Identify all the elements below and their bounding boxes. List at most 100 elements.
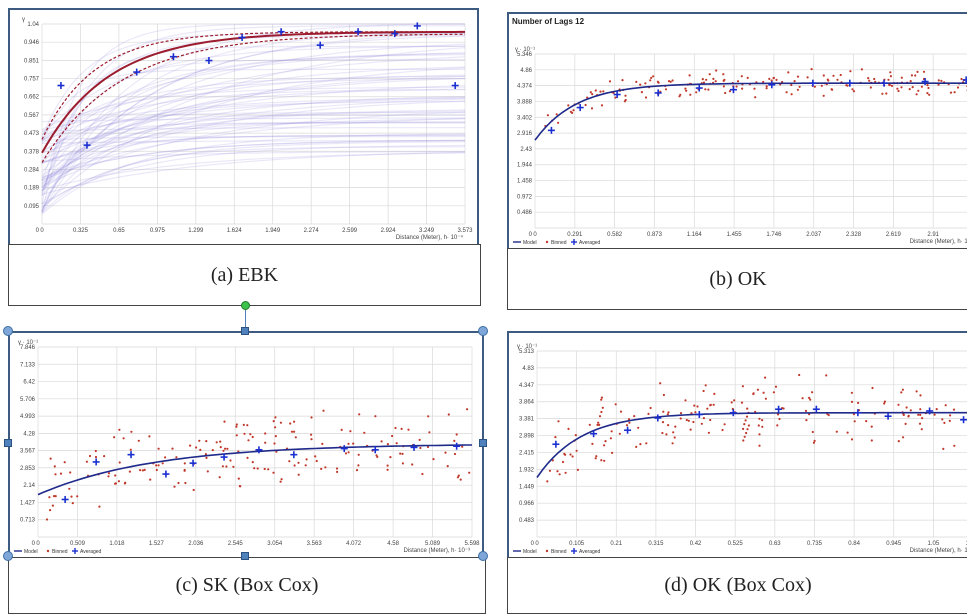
binned-point [960, 77, 963, 81]
binned-point [374, 415, 377, 418]
ebk-sim-curve [41, 112, 465, 174]
resize-handle-top-left[interactable] [3, 326, 13, 336]
y-tick-label: 0.189 [24, 186, 40, 192]
binned-point [705, 78, 708, 81]
binned-point [662, 393, 665, 397]
rotate-handle[interactable] [241, 301, 250, 310]
binned-point [386, 468, 389, 471]
averaged-point [205, 57, 213, 65]
binned-point [689, 428, 692, 431]
resize-handle-top[interactable] [241, 327, 249, 335]
binned-point [922, 70, 926, 73]
caption-d: (d) OK (Box Cox) [507, 557, 967, 614]
binned-point [721, 428, 724, 432]
binned-point [714, 80, 717, 83]
resize-handle-top-right[interactable] [478, 326, 488, 336]
ebk-sim-curve [41, 151, 465, 163]
averaged-point [729, 86, 737, 94]
binned-point [225, 465, 228, 468]
binned-point [564, 453, 567, 456]
resize-handle-bottom-left[interactable] [3, 551, 13, 561]
binned-point [776, 424, 779, 427]
x-tick-label: 1.455 [727, 232, 743, 238]
binned-point [949, 414, 952, 417]
binned-point [796, 75, 800, 78]
binned-point [611, 451, 614, 454]
binned-point [49, 509, 52, 512]
binned-point [215, 441, 218, 444]
binned-point [70, 495, 73, 498]
x-tick-label: 3.573 [457, 228, 473, 234]
resize-handle-bottom[interactable] [241, 552, 249, 560]
binned-point [148, 435, 151, 438]
binned-point [63, 461, 66, 464]
averaged-point [371, 446, 379, 454]
binned-point [801, 397, 804, 400]
ebk-sim-curve [41, 45, 465, 213]
chart-c-frame[interactable]: 0 0.509 1.018 1.527 2.036 2.545 3.054 3.563 4.07… [8, 331, 484, 559]
binned-point [790, 83, 793, 87]
chart-title: Number of Lags 12 [512, 17, 585, 26]
binned-point [54, 495, 57, 498]
binned-point [304, 464, 307, 467]
x-tick-label: 2.619 [886, 232, 902, 238]
binned-point [633, 415, 636, 418]
binned-point [223, 420, 226, 423]
resize-handle-bottom-right[interactable] [478, 551, 488, 561]
binned-point [294, 436, 297, 439]
averaged-point [884, 412, 892, 420]
binned-point [926, 84, 929, 87]
binned-point [600, 410, 603, 414]
binned-point [401, 462, 404, 465]
binned-point [556, 470, 559, 473]
y-tick-label: 4.993 [20, 414, 36, 420]
model-curve [536, 411, 967, 478]
binned-point [375, 454, 378, 457]
binned-point [68, 487, 71, 490]
binned-point [887, 78, 890, 81]
binned-point [902, 436, 905, 439]
binned-point [76, 495, 79, 498]
binned-point [665, 433, 668, 436]
binned-point [649, 79, 652, 82]
binned-point [835, 430, 838, 433]
resize-handle-right[interactable] [479, 439, 487, 447]
x-tick-label: 0.84 [848, 541, 860, 547]
binned-point [639, 83, 642, 86]
x-tick-label: 1.624 [227, 228, 243, 234]
binned-point [183, 462, 186, 465]
binned-point [118, 428, 121, 431]
binned-point [618, 432, 621, 435]
resize-handle-left[interactable] [4, 439, 12, 447]
binned-point [667, 411, 670, 414]
binned-point [919, 413, 922, 416]
binned-point [724, 91, 727, 95]
binned-point [692, 420, 695, 424]
binned-point [811, 430, 814, 434]
binned-point [103, 455, 106, 458]
binned-point [576, 468, 579, 471]
y-tick-label: 0.966 [519, 501, 535, 507]
binned-point [349, 430, 352, 433]
binned-point [357, 464, 360, 467]
binned-point [890, 84, 894, 87]
binned-point [114, 482, 117, 485]
binned-point [850, 400, 854, 403]
averaged-point [391, 30, 399, 38]
binned-point [400, 427, 403, 430]
y-tick-label: 0.483 [519, 518, 535, 524]
binned-point [728, 90, 731, 93]
binned-point [310, 416, 313, 419]
binned-point [707, 88, 710, 91]
binned-point [427, 415, 430, 418]
averaged-point [316, 41, 324, 49]
binned-point [555, 113, 558, 116]
binned-point [173, 485, 176, 488]
binned-point [921, 417, 924, 420]
binned-point [453, 452, 457, 456]
binned-point [704, 88, 707, 91]
binned-point [806, 76, 809, 79]
ebk-sim-curve [41, 96, 466, 183]
binned-point [546, 114, 549, 117]
ebk-sim-curve [41, 146, 465, 214]
